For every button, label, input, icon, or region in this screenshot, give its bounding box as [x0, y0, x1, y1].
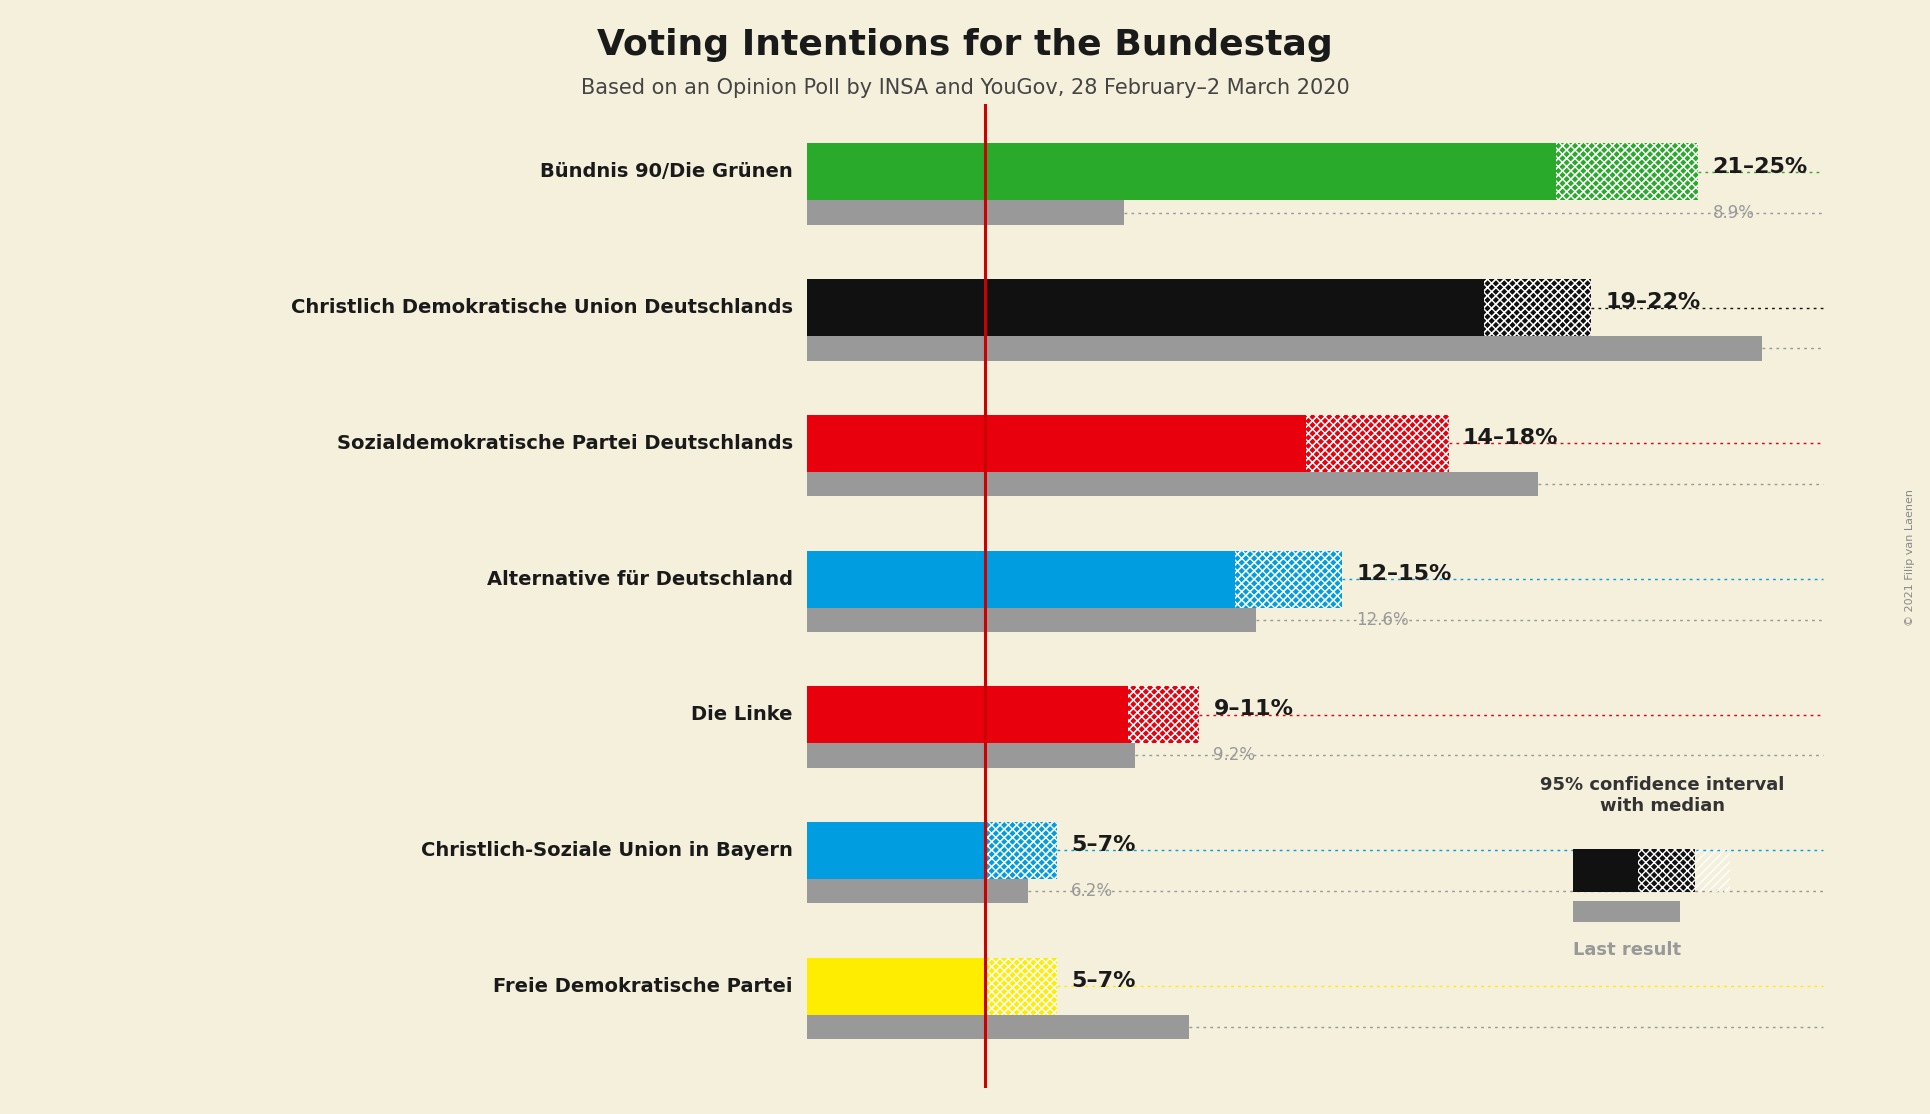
Bar — [1556, 144, 1698, 201]
Bar — [807, 743, 1135, 768]
Bar — [1127, 686, 1199, 743]
Bar — [1695, 849, 1731, 892]
Bar — [1307, 414, 1449, 472]
Text: 21–25%: 21–25% — [1712, 157, 1808, 176]
Text: © 2021 Filip van Laenen: © 2021 Filip van Laenen — [1905, 489, 1915, 625]
Text: 95% confidence interval
with median: 95% confidence interval with median — [1540, 775, 1785, 814]
Bar — [986, 822, 1056, 879]
Bar — [1573, 900, 1681, 922]
Bar — [807, 958, 986, 1015]
Text: 26.8%: 26.8% — [1606, 340, 1658, 358]
Text: Alternative für Deutschland: Alternative für Deutschland — [486, 569, 793, 588]
Bar — [807, 472, 1538, 496]
Bar — [1637, 849, 1695, 892]
Text: Freie Demokratische Partei: Freie Demokratische Partei — [494, 977, 793, 996]
Bar — [807, 144, 1556, 201]
Text: 20.5%: 20.5% — [1463, 475, 1515, 494]
Bar — [1235, 550, 1341, 607]
Text: Christlich Demokratische Union Deutschlands: Christlich Demokratische Union Deutschla… — [291, 299, 793, 317]
Text: 12–15%: 12–15% — [1357, 564, 1451, 584]
Text: Based on an Opinion Poll by INSA and YouGov, 28 February–2 March 2020: Based on an Opinion Poll by INSA and You… — [581, 78, 1349, 98]
Bar — [807, 822, 986, 879]
Bar — [1556, 144, 1698, 201]
Bar — [986, 958, 1056, 1015]
Bar — [807, 607, 1256, 632]
Bar — [986, 958, 1056, 1015]
Bar — [807, 686, 1127, 743]
Text: 5–7%: 5–7% — [1071, 836, 1135, 854]
Bar — [1127, 686, 1199, 743]
Bar — [807, 336, 1762, 361]
Bar — [807, 201, 1125, 225]
Bar — [1484, 280, 1590, 336]
Text: 10.7%: 10.7% — [1071, 1018, 1123, 1036]
Bar — [986, 822, 1056, 879]
Text: 5–7%: 5–7% — [1071, 970, 1135, 990]
Bar — [1235, 550, 1341, 607]
Text: Die Linke: Die Linke — [691, 705, 793, 724]
Bar — [807, 879, 1029, 903]
Bar — [807, 414, 1307, 472]
Text: Last result: Last result — [1573, 941, 1681, 959]
Text: 6.2%: 6.2% — [1071, 882, 1114, 900]
Text: Voting Intentions for the Bundestag: Voting Intentions for the Bundestag — [596, 28, 1334, 62]
Text: Sozialdemokratische Partei Deutschlands: Sozialdemokratische Partei Deutschlands — [336, 433, 793, 452]
Text: 14–18%: 14–18% — [1463, 428, 1558, 448]
Bar — [807, 280, 1484, 336]
Text: Bündnis 90/Die Grünen: Bündnis 90/Die Grünen — [540, 163, 793, 182]
Bar — [807, 1015, 1189, 1039]
Text: Christlich-Soziale Union in Bayern: Christlich-Soziale Union in Bayern — [421, 841, 793, 860]
Bar — [1307, 414, 1449, 472]
Bar — [1573, 849, 1637, 892]
Text: 12.6%: 12.6% — [1357, 610, 1409, 628]
Text: 9–11%: 9–11% — [1214, 700, 1293, 720]
Text: 9.2%: 9.2% — [1214, 746, 1254, 764]
Text: 8.9%: 8.9% — [1712, 204, 1754, 222]
Bar — [1484, 280, 1590, 336]
Text: 19–22%: 19–22% — [1606, 292, 1700, 312]
Bar — [807, 550, 1235, 607]
